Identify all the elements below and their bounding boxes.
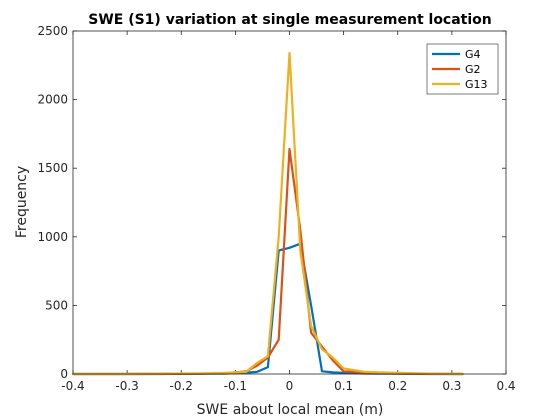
x-tick-label: 0.2 (388, 379, 407, 393)
y-axis-ticks: 0 500 1000 1500 2000 2500 (37, 24, 506, 381)
chart-title: SWE (S1) variation at single measurement… (88, 12, 492, 28)
legend-label-g13: G13 (465, 78, 488, 91)
plot-frame (72, 30, 507, 375)
x-tick-label: 0.1 (334, 379, 353, 393)
x-tick-label: -0.1 (224, 379, 247, 393)
x-tick-label: 0.4 (496, 379, 515, 393)
y-tick-label: 1000 (37, 230, 68, 244)
legend-label-g4: G4 (465, 48, 481, 61)
legend: G4 G2 G13 (426, 43, 499, 95)
x-tick-label: 0.3 (442, 379, 461, 393)
x-tick-label: -0.3 (115, 379, 138, 393)
series-line-g13 (71, 51, 464, 376)
legend-label-g2: G2 (465, 63, 481, 76)
x-tick-label: 0 (286, 379, 294, 393)
x-axis-label: SWE about local mean (m) (197, 402, 384, 418)
y-tick-label: 2500 (37, 24, 68, 38)
y-axis-label: Frequency (14, 166, 30, 238)
y-tick-label: 0 (60, 367, 68, 381)
y-tick-label: 500 (45, 298, 68, 312)
y-tick-label: 2000 (37, 93, 68, 107)
x-tick-label: -0.4 (61, 379, 84, 393)
x-axis-ticks: -0.4 -0.3 -0.2 -0.1 0 0.1 0.2 0.3 0.4 (61, 31, 516, 393)
y-tick-label: 1500 (37, 161, 68, 175)
x-tick-label: -0.2 (170, 379, 193, 393)
